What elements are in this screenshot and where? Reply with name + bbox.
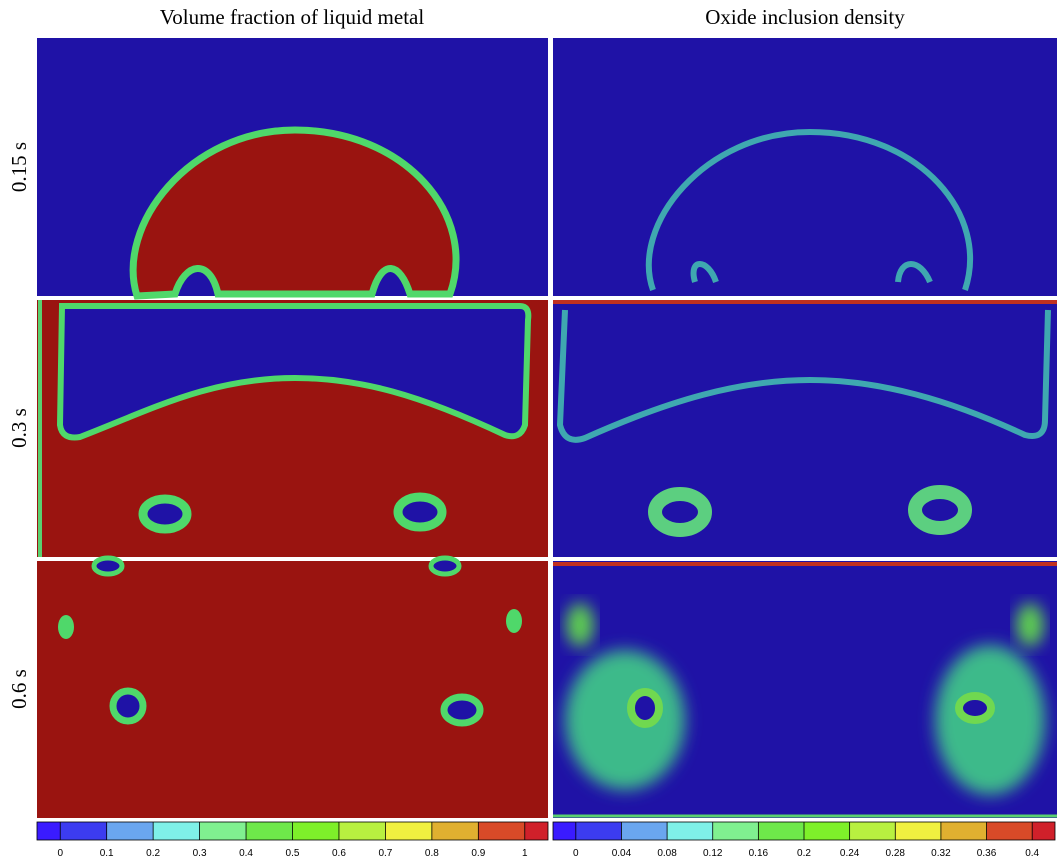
colorbar-swatch: [667, 822, 713, 840]
colorbar-tick-label: 0.9: [471, 848, 485, 859]
colorbar-tick-label: 0.2: [146, 848, 160, 859]
colorbar-swatch: [713, 822, 759, 840]
colorbar-swatch: [153, 822, 199, 840]
colorbar-tick-label: 0.5: [286, 848, 300, 859]
colorbar-tick-label: 0: [573, 848, 579, 859]
colorbar-swatch: [576, 822, 622, 840]
colorbar-tick-label: 0.04: [612, 848, 632, 859]
panel: [37, 38, 548, 296]
colorbar-swatch: [37, 822, 60, 840]
colorbar-swatch: [478, 822, 524, 840]
colorbar-swatch: [339, 822, 385, 840]
colorbar-tick-label: 1: [522, 848, 528, 859]
colorbar-swatch: [758, 822, 804, 840]
colorbar-tick-label: 0.8: [425, 848, 439, 859]
colorbar-swatch: [553, 822, 576, 840]
colorbar-tick-label: 0: [57, 848, 63, 859]
colorbar-swatch: [293, 822, 339, 840]
panel: [553, 38, 1057, 296]
colorbar-swatch: [1032, 822, 1055, 840]
colorbar-swatch: [200, 822, 246, 840]
panel: [37, 558, 548, 818]
colorbar-tick-label: 0.6: [332, 848, 346, 859]
colorbar-swatch: [804, 822, 850, 840]
colorbar-swatch: [941, 822, 987, 840]
figure: Volume fraction of liquid metal Oxide in…: [0, 0, 1057, 862]
column-title: Volume fraction of liquid metal: [160, 5, 425, 29]
colorbar-swatch: [385, 822, 431, 840]
colorbar-tick-label: 0.12: [703, 848, 723, 859]
colorbar-swatch: [246, 822, 292, 840]
colorbar-tick-label: 0.16: [749, 848, 769, 859]
colorbar-tick-label: 0.36: [977, 848, 997, 859]
colorbar-tick-label: 0.08: [657, 848, 677, 859]
colorbar-tick-label: 0.4: [1025, 848, 1039, 859]
row-label: 0.3 s: [7, 408, 31, 448]
colorbar-swatch: [895, 822, 941, 840]
colorbar-tick-label: 0.28: [886, 848, 906, 859]
colorbar-tick-label: 0.3: [193, 848, 207, 859]
colorbar-tick-label: 0.1: [100, 848, 114, 859]
panel: [553, 561, 1057, 818]
column-title: Oxide inclusion density: [705, 5, 905, 29]
colorbar-tick-label: 0.2: [797, 848, 811, 859]
panel: [37, 300, 548, 557]
colorbar-tick-label: 0.24: [840, 848, 860, 859]
colorbar-swatch: [432, 822, 478, 840]
colorbar-tick-label: 0.32: [931, 848, 951, 859]
panel: [553, 300, 1057, 557]
row-label: 0.15 s: [7, 142, 31, 192]
colorbar-tick-label: 0.4: [239, 848, 253, 859]
colorbar-swatch: [621, 822, 667, 840]
colorbar-swatch: [987, 822, 1033, 840]
colorbar-tick-label: 0.7: [378, 848, 392, 859]
colorbar-swatch: [525, 822, 548, 840]
colorbar-swatch: [60, 822, 106, 840]
row-label: 0.6 s: [7, 669, 31, 709]
colorbar-swatch: [850, 822, 896, 840]
colorbar-swatch: [107, 822, 153, 840]
